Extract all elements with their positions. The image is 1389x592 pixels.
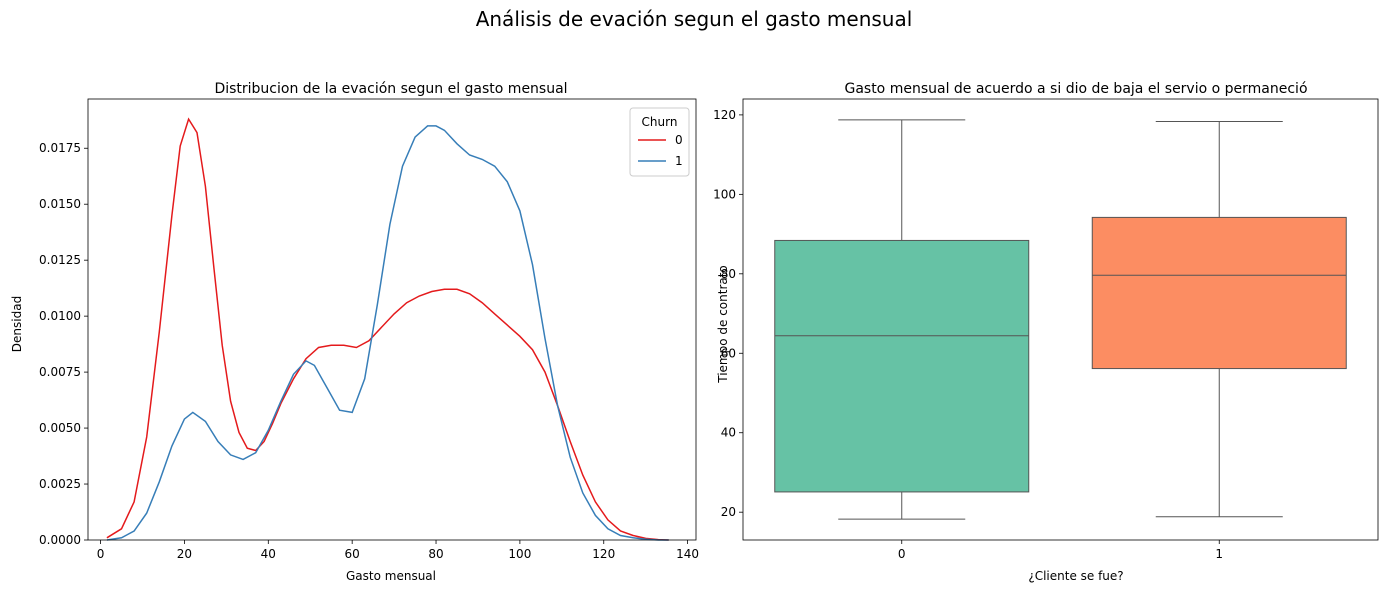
- box-y-tick-label: 20: [721, 505, 736, 519]
- kde-x-tick-label: 120: [592, 547, 615, 561]
- kde-line-churn-1: [106, 125, 669, 541]
- kde-y-tick-label: 0.0050: [39, 421, 81, 435]
- box-y-tick-label: 100: [713, 187, 736, 201]
- kde-x-tick-label: 40: [261, 547, 276, 561]
- kde-x-label: Gasto mensual: [346, 569, 436, 583]
- box-y-label: Tiempo de contrato: [716, 265, 730, 384]
- box-chart: Gasto mensual de acuerdo a si dio de baj…: [713, 81, 1379, 583]
- kde-y-label: Densidad: [10, 296, 24, 352]
- box-x-tick-label: 0: [898, 547, 906, 561]
- kde-y-tick-label: 0.0075: [39, 365, 81, 379]
- kde-x-axis: 0 20 40 60 80 100 120 140: [97, 540, 699, 561]
- box-title: Gasto mensual de acuerdo a si dio de baj…: [844, 81, 1307, 97]
- box-y-tick-label: 120: [713, 108, 736, 122]
- kde-y-tick-label: 0.0175: [39, 141, 81, 155]
- kde-legend-title: Churn: [642, 115, 678, 129]
- kde-line-churn-0: [106, 117, 669, 541]
- kde-axes-frame: [87, 98, 697, 541]
- kde-x-tick-label: 60: [345, 547, 360, 561]
- kde-x-tick-label: 100: [508, 547, 531, 561]
- kde-legend-label: 1: [675, 154, 683, 168]
- kde-y-tick-label: 0.0025: [39, 477, 81, 491]
- kde-legend: Churn 0 1: [629, 107, 690, 177]
- kde-y-tick-label: 0.0150: [39, 197, 81, 211]
- kde-y-tick-label: 0.0000: [39, 533, 81, 547]
- box-axes-frame: [742, 98, 1379, 541]
- box-y-axis: 20 40 60 80 100 120: [713, 108, 743, 519]
- box-iqr-1: [1091, 216, 1347, 370]
- kde-y-tick-label: 0.0125: [39, 253, 81, 267]
- kde-x-tick-label: 0: [97, 547, 105, 561]
- kde-plot-area: [87, 98, 697, 541]
- kde-x-tick-label: 80: [428, 547, 443, 561]
- figure-suptitle: Análisis de evación segun el gasto mensu…: [476, 7, 913, 31]
- kde-x-tick-label: 20: [177, 547, 192, 561]
- box-x-tick-label: 1: [1215, 547, 1223, 561]
- kde-legend-frame: [629, 107, 690, 177]
- box-iqr-0: [774, 239, 1030, 493]
- kde-y-axis: 0.0000 0.0025 0.0050 0.0075 0.0100 0.0125 0.01…: [39, 141, 88, 547]
- kde-x-tick-label: 140: [676, 547, 699, 561]
- kde-title: Distribucion de la evación segun el gast…: [214, 81, 567, 97]
- box-plot-area: [742, 98, 1379, 541]
- box-y-tick-label: 40: [721, 426, 736, 440]
- box-y-tick-label: 60: [721, 346, 736, 360]
- kde-chart: Distribucion de la evación segun el gast…: [10, 81, 699, 583]
- kde-y-tick-label: 0.0100: [39, 309, 81, 323]
- box-x-label: ¿Cliente se fue?: [1028, 569, 1123, 583]
- kde-legend-label: 0: [675, 133, 683, 147]
- box-y-tick-label: 80: [721, 267, 736, 281]
